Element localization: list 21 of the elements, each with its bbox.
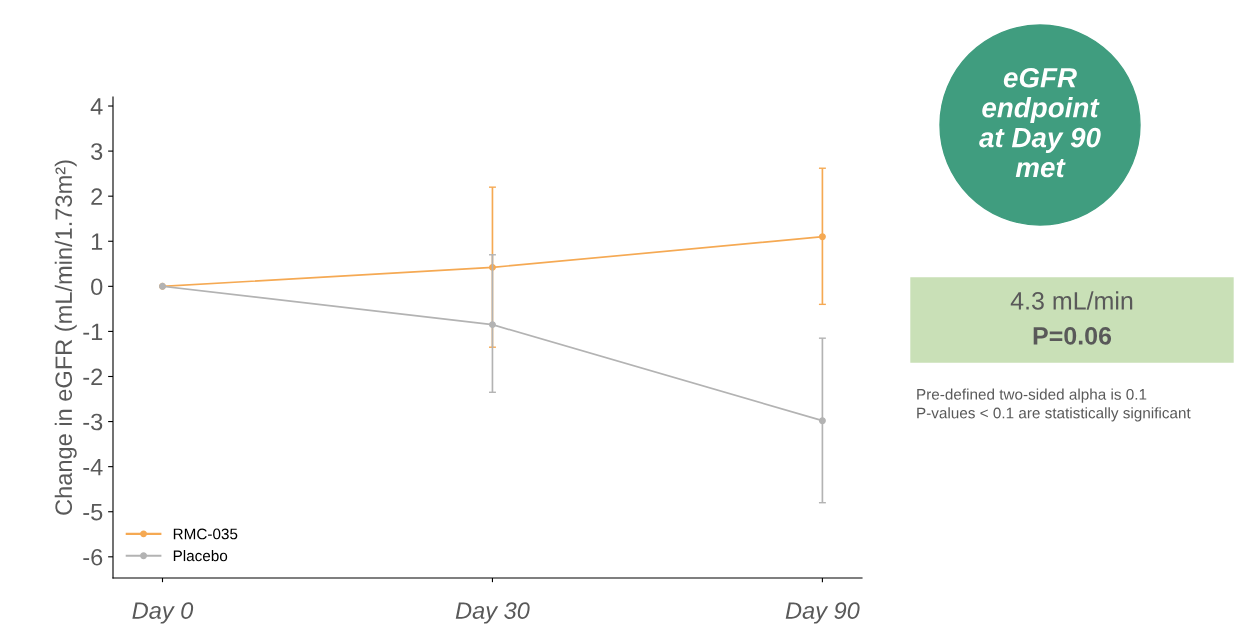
y-axis-title: Change in eGFR (mL/min/1.73m²) — [54, 160, 77, 515]
text: eGFR endpoint at Day 90 met — [979, 67, 1101, 178]
x-tick-label: Day 90 — [785, 602, 860, 624]
y-tick-label: 2 — [91, 188, 103, 205]
x-tick-label: Day 30 — [455, 602, 530, 624]
text: Pre-defined two-sided alpha is 0.1 P-values < 0.1 are statistically significant — [917, 388, 1191, 422]
text: 4.3 mL/min — [1010, 291, 1133, 310]
y-tick-label: 4 — [90, 98, 103, 115]
y-tick-label: -6 — [83, 548, 103, 566]
y-tick-label: -3 — [83, 413, 103, 431]
legend-label: RMC-035 — [173, 528, 238, 540]
y-tick-label: -2 — [83, 368, 103, 386]
y-tick-label: -1 — [83, 323, 103, 340]
y-tick-label: 3 — [91, 143, 103, 160]
text: P=0.06 — [1033, 327, 1112, 345]
legend-label: Placebo — [173, 550, 228, 562]
y-tick-label: -5 — [83, 504, 103, 521]
y-tick-label: 1 — [91, 233, 103, 250]
y-tick-label: -4 — [83, 458, 103, 476]
x-tick-label: Day 0 — [132, 602, 194, 624]
y-tick-label: 0 — [91, 278, 103, 296]
